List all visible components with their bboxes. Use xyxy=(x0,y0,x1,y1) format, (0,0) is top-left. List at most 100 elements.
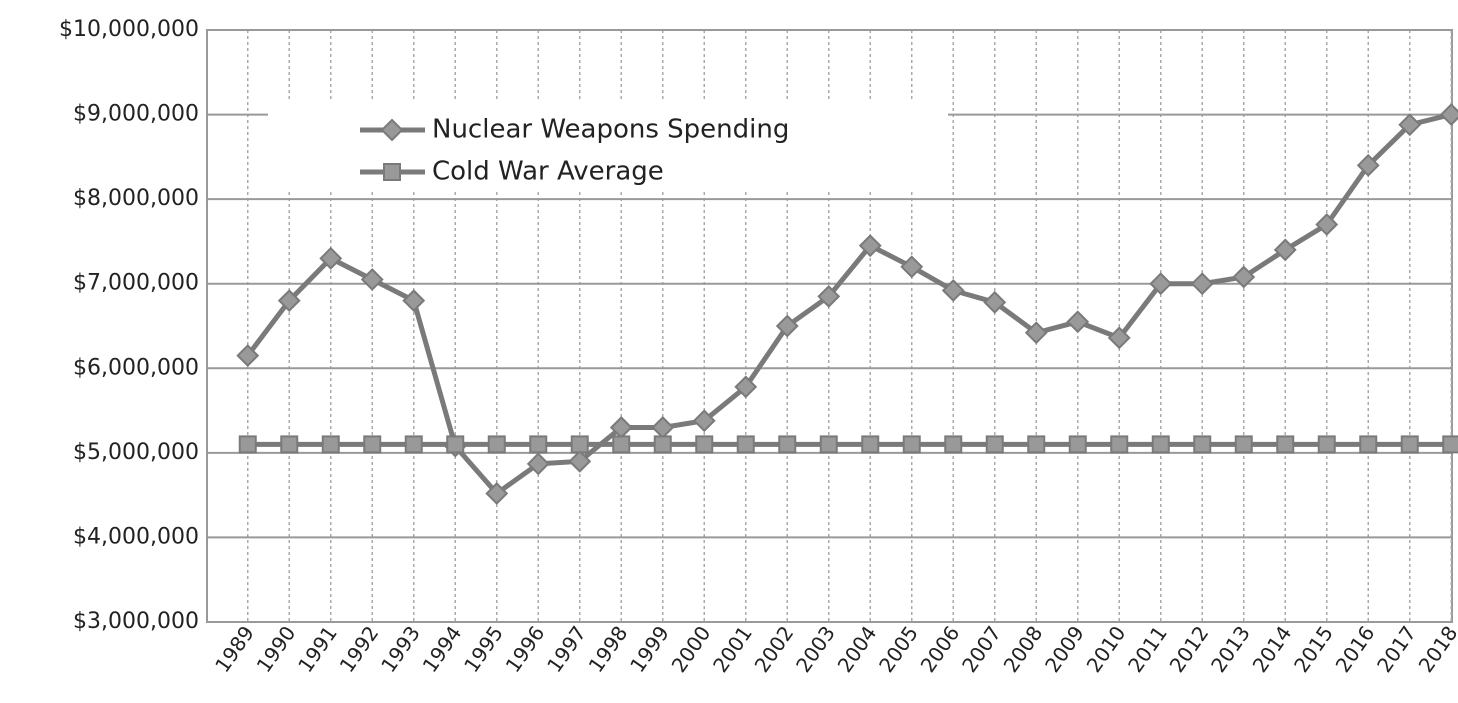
marker xyxy=(402,289,426,313)
y-tick-label: $5,000,000 xyxy=(73,440,199,465)
marker xyxy=(1066,310,1090,334)
marker xyxy=(1317,435,1336,454)
marker xyxy=(734,375,758,399)
x-tick-label: 1992 xyxy=(335,621,384,676)
y-tick-label: $9,000,000 xyxy=(73,102,199,127)
marker xyxy=(1107,326,1131,350)
marker xyxy=(1151,435,1170,454)
marker xyxy=(236,344,260,368)
x-tick-label: 1990 xyxy=(252,621,301,676)
marker xyxy=(902,435,921,454)
x-tick-label: 2013 xyxy=(1206,621,1255,676)
marker xyxy=(1315,213,1339,236)
marker xyxy=(983,290,1007,314)
marker xyxy=(819,435,838,454)
x-tick-label: 2011 xyxy=(1123,621,1172,676)
x-tick-label: 2007 xyxy=(957,621,1006,676)
marker xyxy=(529,435,548,454)
marker xyxy=(1027,435,1046,454)
series-line xyxy=(245,112,1452,497)
marker xyxy=(1400,435,1419,454)
marker xyxy=(526,452,550,476)
marker xyxy=(1149,272,1173,296)
marker xyxy=(775,314,799,338)
marker xyxy=(736,435,755,454)
marker xyxy=(238,435,257,454)
marker xyxy=(319,246,343,270)
marker xyxy=(383,163,401,181)
marker xyxy=(695,435,714,454)
legend-label: Nuclear Weapons Spending xyxy=(432,115,789,145)
x-tick-label: 1999 xyxy=(625,621,674,676)
x-tick-label: 1989 xyxy=(210,621,259,676)
marker xyxy=(817,284,841,308)
marker xyxy=(858,234,882,258)
marker xyxy=(277,289,301,313)
marker xyxy=(861,435,880,454)
marker xyxy=(321,435,340,454)
marker xyxy=(1190,272,1214,296)
x-tick-label: 2014 xyxy=(1248,621,1297,676)
y-tick-label: $6,000,000 xyxy=(73,355,199,380)
x-tick-label: 2015 xyxy=(1289,621,1338,676)
marker xyxy=(1024,321,1048,345)
marker xyxy=(568,449,592,473)
marker xyxy=(1398,113,1422,137)
x-tick-label: 1996 xyxy=(501,621,550,676)
legend: Nuclear Weapons Spending Cold War Average xyxy=(268,100,948,190)
marker xyxy=(1110,435,1129,454)
x-tick-label: 2018 xyxy=(1414,621,1458,676)
marker xyxy=(446,435,465,454)
marker xyxy=(1273,238,1297,262)
marker xyxy=(944,435,963,454)
marker xyxy=(985,435,1004,454)
x-tick-label: 1993 xyxy=(376,621,425,676)
marker xyxy=(1193,435,1212,454)
x-tick-label: 2004 xyxy=(833,621,882,676)
marker xyxy=(363,435,382,454)
marker xyxy=(692,409,716,433)
x-tick-label: 1995 xyxy=(459,621,508,676)
legend-box xyxy=(268,100,948,190)
y-tick-label: $3,000,000 xyxy=(73,609,199,634)
marker xyxy=(360,268,384,291)
x-tick-label: 2016 xyxy=(1331,621,1380,676)
y-tick-label: $8,000,000 xyxy=(73,186,199,211)
x-tick-label: 1997 xyxy=(542,621,591,676)
marker xyxy=(487,435,506,454)
x-tick-label: 2006 xyxy=(916,621,965,676)
x-tick-label: 1994 xyxy=(418,621,467,676)
marker xyxy=(380,118,404,142)
marker xyxy=(653,435,672,454)
marker xyxy=(1356,153,1380,177)
marker xyxy=(900,255,924,279)
x-tick-label: 2017 xyxy=(1372,621,1421,676)
x-tick-label: 2009 xyxy=(1040,621,1089,676)
marker xyxy=(280,435,299,454)
legend-label: Cold War Average xyxy=(432,157,664,187)
y-tick-label: $10,000,000 xyxy=(59,17,199,42)
marker xyxy=(1276,435,1295,454)
x-tick-label: 2001 xyxy=(708,621,757,676)
marker xyxy=(1234,435,1253,454)
x-tick-label: 1998 xyxy=(584,621,633,676)
x-tick-label: 1991 xyxy=(293,621,342,676)
marker xyxy=(570,435,589,454)
x-tick-label: 2002 xyxy=(750,621,799,676)
marker xyxy=(778,435,797,454)
x-tick-label: 2010 xyxy=(1082,621,1131,676)
marker xyxy=(404,435,423,454)
marker xyxy=(1359,435,1378,454)
marker xyxy=(1232,265,1256,289)
x-tick-label: 2005 xyxy=(874,621,923,676)
marker xyxy=(485,482,509,505)
marker xyxy=(941,279,965,302)
y-tick-label: $4,000,000 xyxy=(73,524,199,549)
marker xyxy=(1442,435,1458,454)
x-tick-label: 2012 xyxy=(1165,621,1214,676)
marker xyxy=(1068,435,1087,454)
x-tick-label: 2008 xyxy=(999,621,1048,676)
y-tick-label: $7,000,000 xyxy=(73,271,199,296)
marker xyxy=(612,435,631,454)
